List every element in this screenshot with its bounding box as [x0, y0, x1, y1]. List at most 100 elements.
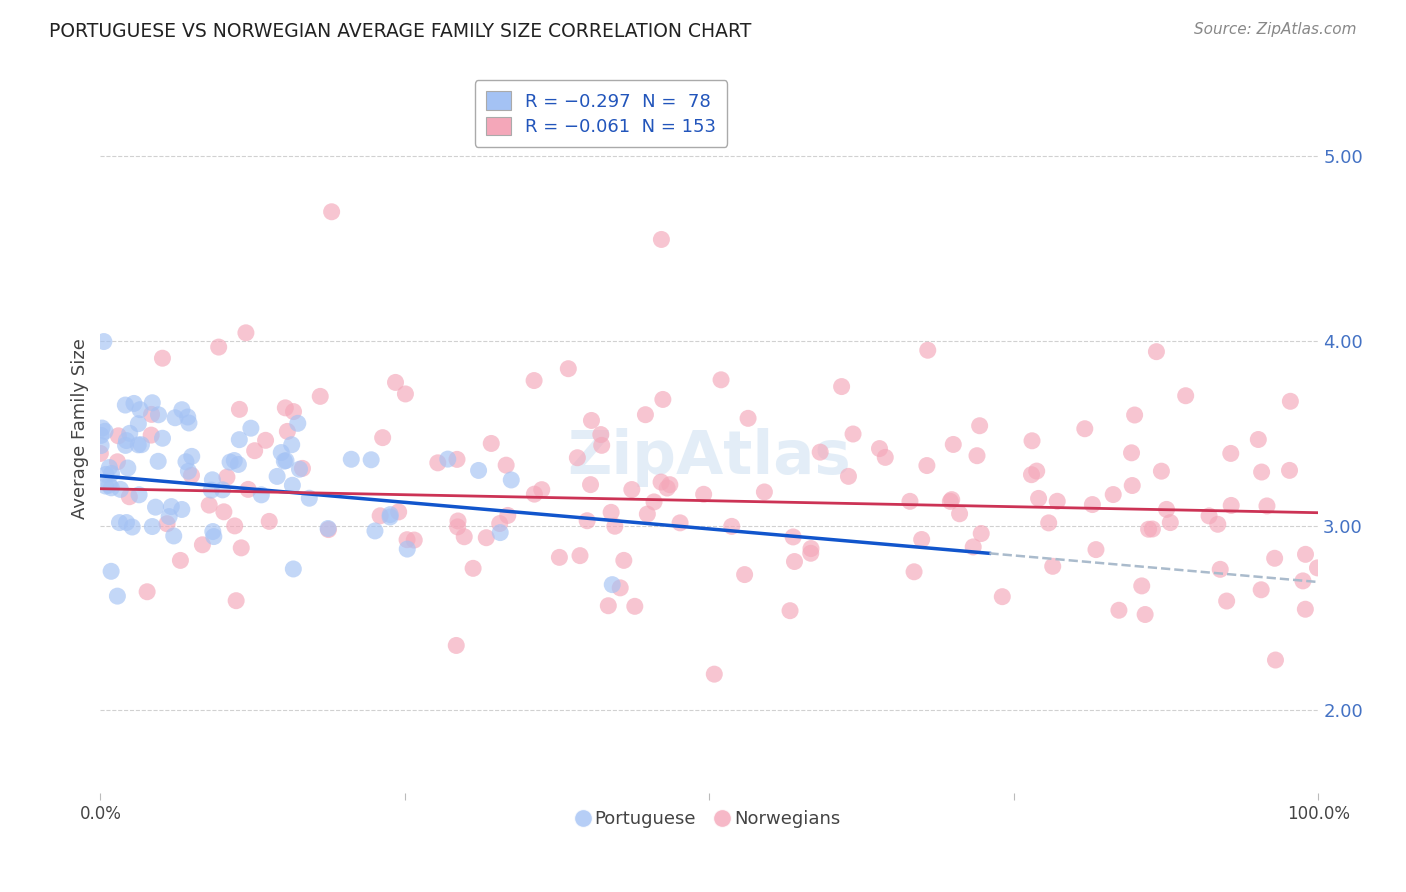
Point: [274, 453, 297, 467]
Point: [1250, 582, 1272, 597]
Point: [114, 398, 136, 412]
Point: [447, 514, 470, 528]
Point: [609, 581, 631, 595]
Point: [100, 481, 122, 495]
Point: [657, 481, 679, 495]
Point: [658, 477, 681, 491]
Point: [94, 424, 117, 438]
Point: [1046, 494, 1069, 508]
Point: [720, 519, 742, 533]
Point: [93, 334, 115, 349]
Point: [114, 438, 136, 452]
Point: [169, 553, 191, 567]
Point: [283, 562, 305, 576]
Point: [636, 507, 658, 521]
Point: [163, 529, 186, 543]
Point: [754, 485, 776, 500]
Point: [148, 408, 170, 422]
Point: [266, 469, 288, 483]
Point: [939, 494, 962, 508]
Point: [962, 540, 984, 554]
Point: [603, 519, 626, 533]
Point: [1306, 561, 1329, 575]
Point: [495, 458, 517, 472]
Point: [600, 577, 623, 591]
Point: [1081, 498, 1104, 512]
Point: [620, 483, 643, 497]
Point: [287, 417, 309, 431]
Point: [557, 361, 579, 376]
Point: [201, 524, 224, 539]
Point: [180, 450, 202, 464]
Point: [212, 505, 235, 519]
Point: [224, 453, 246, 467]
Point: [396, 542, 419, 557]
Point: [243, 443, 266, 458]
Point: [380, 508, 402, 522]
Point: [110, 483, 132, 497]
Point: [115, 516, 138, 530]
Point: [228, 433, 250, 447]
Point: [1038, 516, 1060, 530]
Point: [388, 505, 411, 519]
Point: [318, 523, 340, 537]
Point: [100, 564, 122, 578]
Point: [177, 416, 200, 430]
Point: [1121, 478, 1143, 492]
Point: [228, 402, 250, 417]
Point: [598, 599, 620, 613]
Point: [340, 452, 363, 467]
Point: [239, 421, 262, 435]
Point: [108, 516, 131, 530]
Point: [692, 487, 714, 501]
Point: [453, 530, 475, 544]
Point: [1292, 574, 1315, 588]
Point: [737, 411, 759, 425]
Point: [98, 460, 121, 475]
Point: [145, 500, 167, 515]
Point: [436, 452, 458, 467]
Point: [396, 533, 419, 547]
Point: [91, 421, 114, 435]
Point: [152, 351, 174, 366]
Point: [1279, 394, 1302, 409]
Point: [202, 530, 225, 544]
Point: [1247, 433, 1270, 447]
Point: [215, 470, 238, 484]
Point: [589, 427, 612, 442]
Point: [1130, 579, 1153, 593]
Point: [298, 491, 321, 506]
Point: [1144, 344, 1167, 359]
Point: [1220, 499, 1243, 513]
Point: [371, 431, 394, 445]
Point: [165, 410, 187, 425]
Point: [970, 526, 993, 541]
Point: [321, 204, 343, 219]
Point: [1294, 602, 1316, 616]
Point: [1198, 508, 1220, 523]
Point: [623, 599, 645, 614]
Point: [148, 454, 170, 468]
Text: ZipAtlas: ZipAtlas: [568, 428, 851, 487]
Point: [281, 478, 304, 492]
Point: [942, 437, 965, 451]
Point: [107, 429, 129, 443]
Point: [842, 427, 865, 442]
Point: [94, 479, 117, 493]
Point: [1108, 603, 1130, 617]
Point: [501, 473, 523, 487]
Point: [523, 487, 546, 501]
Point: [911, 533, 934, 547]
Point: [800, 541, 823, 556]
Point: [600, 505, 623, 519]
Point: [1102, 487, 1125, 501]
Point: [235, 326, 257, 340]
Point: [152, 431, 174, 445]
Point: [211, 483, 233, 497]
Point: [157, 509, 180, 524]
Point: [280, 438, 302, 452]
Point: [1219, 446, 1241, 460]
Point: [991, 590, 1014, 604]
Point: [90, 438, 112, 452]
Point: [288, 462, 311, 476]
